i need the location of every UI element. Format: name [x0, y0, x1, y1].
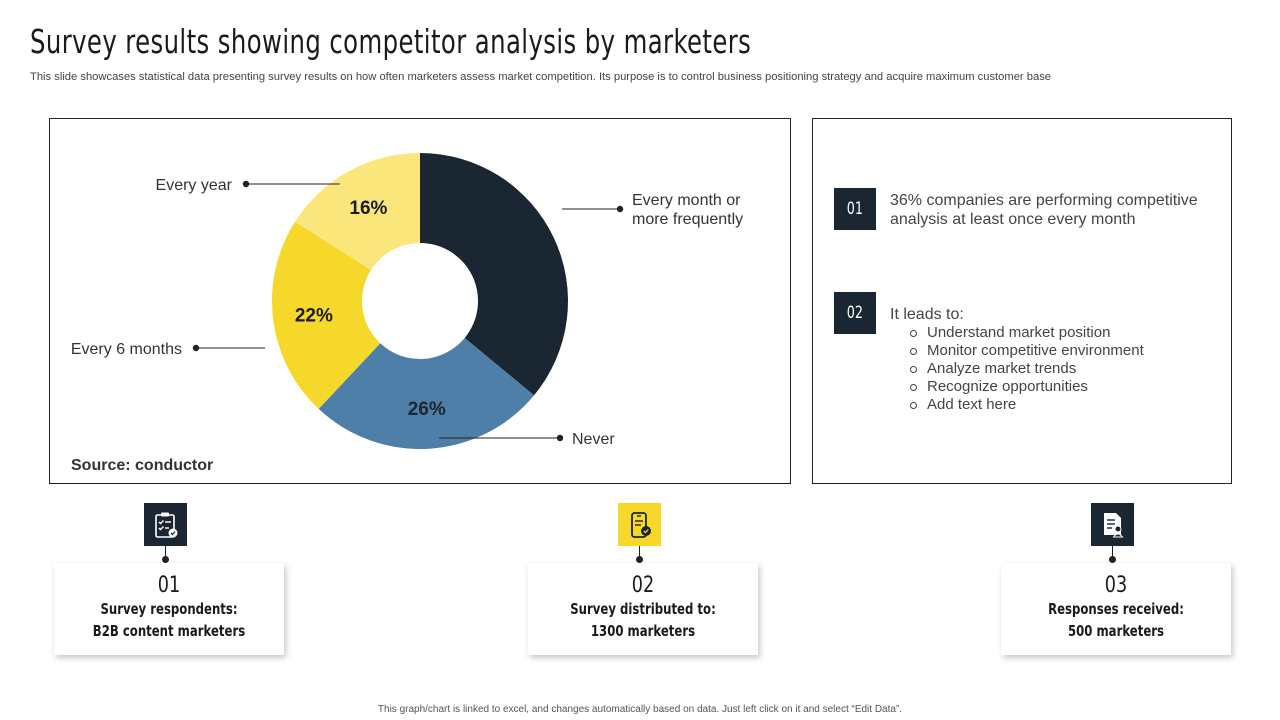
document-user-icon	[1091, 503, 1134, 546]
stat-label-line2: 1300 marketers	[590, 622, 696, 640]
chart-panel: 36% Every month or more frequently 26% Never…	[49, 118, 791, 484]
bullet-icon	[910, 365, 917, 373]
leader-dot	[192, 344, 200, 352]
leader-dot	[556, 434, 564, 442]
insight-bullet-list: Understand market position Monitor compe…	[910, 324, 1220, 414]
stat-card-responses: 03 Responses received: 500 marketers	[1001, 503, 1231, 655]
leader-dot	[616, 205, 624, 213]
bullet-icon	[910, 347, 917, 355]
value-label: 22%	[295, 305, 333, 326]
insight-badge-2: 02	[834, 292, 876, 334]
list-item: Understand market position	[910, 324, 1220, 342]
category-label: Every year	[156, 177, 233, 194]
page-subtitle: This slide showcases statistical data pr…	[30, 71, 1052, 83]
clipboard-checklist-icon	[144, 503, 187, 546]
stat-label-line2: B2B content marketers	[92, 622, 246, 640]
leader-dot	[242, 180, 250, 188]
connector-line	[639, 546, 640, 558]
category-label: Never	[572, 431, 615, 448]
mobile-check-icon	[618, 503, 661, 546]
list-item: Recognize opportunities	[910, 378, 1220, 396]
chart-source: Source: conductor	[71, 457, 214, 474]
slice-every-6-months[interactable]	[272, 221, 381, 409]
stat-label-line1: Responses received:	[1048, 600, 1184, 618]
connector-dot	[636, 556, 643, 563]
connector-dot	[1109, 556, 1116, 563]
stat-card-distributed: 02 Survey distributed to: 1300 marketers	[528, 503, 758, 655]
stat-card-body: 03 Responses received: 500 marketers	[1001, 563, 1231, 655]
stat-label-line2: 500 marketers	[1067, 622, 1165, 640]
category-label: more frequently	[632, 211, 743, 228]
stat-label-line1: Survey respondents:	[100, 600, 238, 618]
bullet-icon	[910, 401, 917, 409]
footer-note: This graph/chart is linked to excel, and…	[377, 704, 903, 715]
slice-every-year[interactable]	[295, 153, 420, 270]
page-title: Survey results showing competitor analys…	[30, 22, 752, 61]
insights-panel: 01 36% companies are performing competit…	[812, 118, 1232, 484]
slice-every-month-or-more-frequently[interactable]	[420, 153, 568, 396]
list-item: Monitor competitive environment	[910, 342, 1220, 360]
stat-card-body: 02 Survey distributed to: 1300 marketers	[528, 563, 758, 655]
stat-number: 01	[157, 573, 181, 598]
slice-never[interactable]	[318, 337, 535, 449]
stat-label-line1: Survey distributed to:	[570, 600, 716, 618]
stat-number: 02	[631, 573, 655, 598]
value-label: 26%	[408, 399, 446, 420]
stat-card-respondents: 01 Survey respondents: B2B content marke…	[54, 503, 284, 655]
connector-dot	[162, 556, 169, 563]
category-label: Every 6 months	[71, 341, 182, 358]
insight-text-1: 36% companies are performing competitive…	[890, 192, 1198, 228]
connector-line	[1112, 546, 1113, 558]
bullet-icon	[910, 329, 917, 337]
stat-number: 03	[1104, 573, 1128, 598]
insight-lead: It leads to:	[890, 306, 964, 323]
value-label: 36%	[498, 246, 536, 267]
list-item: Add text here	[910, 396, 1220, 414]
bullet-icon	[910, 383, 917, 391]
category-label: Every month or	[632, 192, 741, 209]
value-label: 16%	[349, 198, 387, 219]
list-item: Analyze market trends	[910, 360, 1220, 378]
donut-chart[interactable]: 36% Every month or more frequently 26% Never…	[50, 119, 792, 485]
connector-line	[165, 546, 166, 558]
stat-card-body: 01 Survey respondents: B2B content marke…	[54, 563, 284, 655]
insight-text-2: It leads to: Understand market position …	[890, 305, 1220, 414]
insight-badge-1: 01	[834, 188, 876, 230]
